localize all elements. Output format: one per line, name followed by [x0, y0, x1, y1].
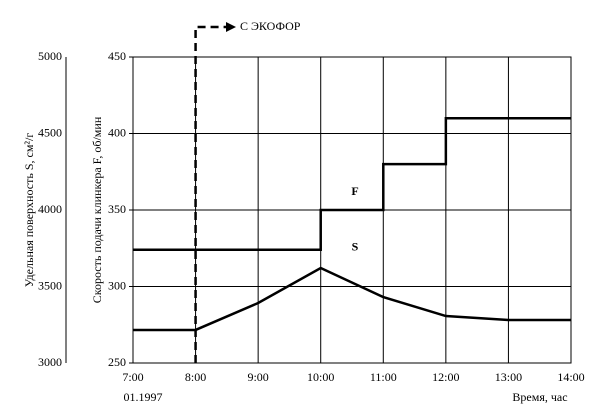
y2-axis-label: Скорость подачи клинкера F, об/мин: [90, 116, 104, 303]
series-line: [133, 266, 571, 332]
y2-tick-label: 450: [108, 49, 126, 63]
x-tick-label: 11:00: [370, 370, 397, 384]
x-tick-label: 9:00: [247, 370, 268, 384]
x-tick-label: 10:00: [307, 370, 334, 384]
x-tick-label: 14:00: [557, 370, 584, 384]
y2-tick-label: 300: [108, 278, 126, 292]
x-tick-label: 7:00: [122, 370, 143, 384]
series-label: F: [351, 184, 358, 198]
y2-tick-label: 400: [108, 125, 126, 139]
y-tick-label: 4500: [38, 125, 62, 139]
annotation-text: С ЭКОФОР: [240, 19, 301, 33]
x-tick-label: 8:00: [185, 370, 206, 384]
y-axis-label: Удельная поверхность S, см²/г: [22, 133, 36, 288]
y-tick-label: 3000: [38, 355, 62, 369]
annotation-arrow: [226, 22, 236, 32]
x-axis-label: Время, час: [512, 390, 567, 404]
x-tick-label: 13:00: [495, 370, 522, 384]
y2-tick-label: 350: [108, 202, 126, 216]
y-tick-label: 5000: [38, 49, 62, 63]
annotation-line: [194, 25, 228, 363]
date-note: 01.1997: [124, 390, 163, 404]
series-line: [133, 116, 571, 252]
y-tick-label: 3500: [38, 278, 62, 292]
series-label: S: [352, 240, 359, 254]
x-tick-label: 12:00: [432, 370, 459, 384]
y-tick-label: 4000: [38, 202, 62, 216]
y2-tick-label: 250: [108, 355, 126, 369]
